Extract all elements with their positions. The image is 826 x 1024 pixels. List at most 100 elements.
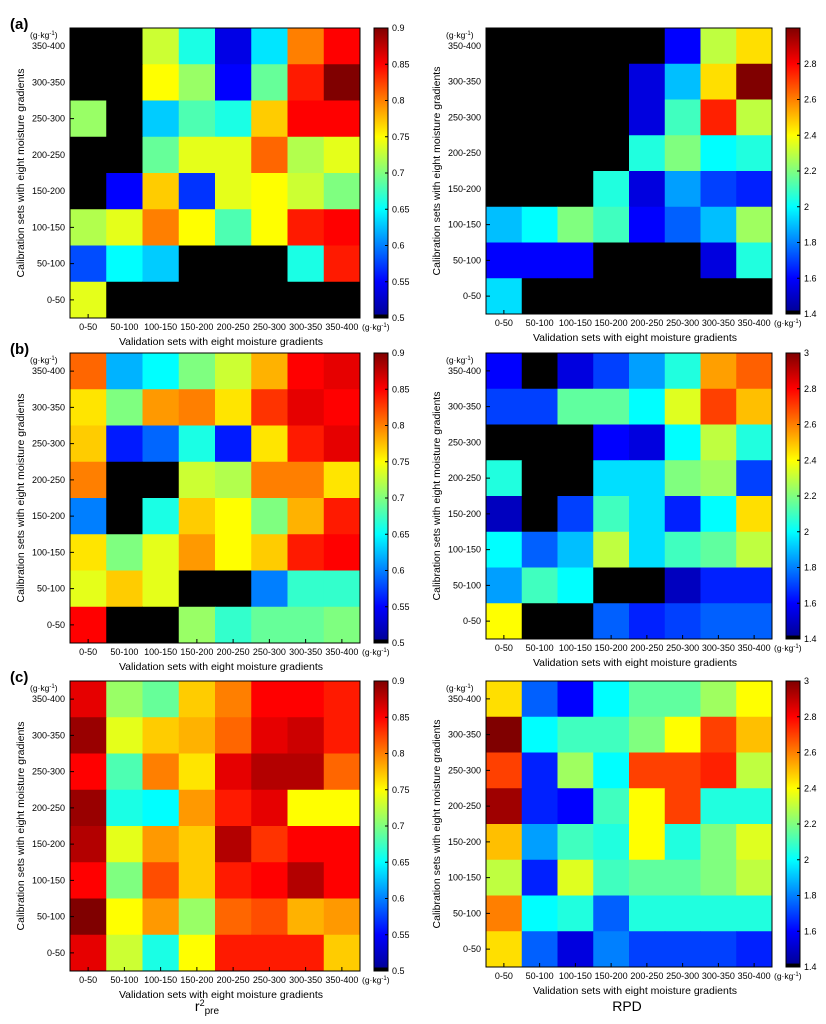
heatmap-cell [736,496,773,533]
x-tick-label: 350-400 [325,322,358,332]
heatmap-cell [557,931,594,968]
x-tick-label: 150-200 [595,318,628,328]
heatmap-cell [287,717,325,754]
heatmap-cell [142,100,180,138]
colorbar-tick-label: 0.9 [392,676,405,686]
heatmap-cell [629,681,666,718]
heatmap-cell [323,28,361,65]
heatmap-cell [700,353,737,390]
heatmap-cell [215,498,252,535]
heatmap-cell [486,424,523,461]
heatmap-cell [664,388,701,425]
heatmap-cell [736,681,773,718]
x-tick-label: 0-50 [495,643,513,653]
heatmap-cell [629,752,666,789]
heatmap-cell [106,753,143,791]
y-tick-label: 0-50 [47,295,65,305]
heatmap-cell [106,826,143,863]
x-unit-label: (g·kg-1) [774,643,802,653]
heatmap-cell [521,895,558,932]
heatmap-cell [736,567,773,604]
heatmap-cell [106,498,143,535]
heatmap-cell [486,567,523,604]
heatmap-cell [106,100,143,138]
heatmap-cell [521,716,558,753]
colorbar-tick-label: 2.4 [804,130,817,140]
colorbar-tick-label: 0.65 [392,204,410,214]
heatmap-cell [521,28,558,65]
heatmap-cell [664,531,701,568]
heatmap-cell [593,824,630,861]
heatmap-cell [251,209,288,246]
heatmap-cell [521,859,558,896]
heatmap-cell [215,353,252,390]
heatmap-cell [323,789,361,827]
y-tick-label: 100-150 [448,545,481,555]
heatmap-cell [700,716,737,753]
heatmap-cell [629,716,666,753]
colorbar-tick-label: 3 [804,348,809,358]
colorbar-masked-swatch [374,639,388,643]
heatmap-cell [142,353,180,390]
y-tick-label: 350-400 [448,41,481,51]
y-tick-label: 200-250 [448,148,481,158]
heatmap-cell [251,862,288,899]
heatmap-cell [178,789,216,827]
heatmap-cell [215,389,252,426]
heatmap-cell [629,135,666,172]
heatmap-cell [106,281,143,319]
heatmap-cell [736,788,773,825]
x-tick-label: 250-300 [666,971,699,981]
colorbar-tick-label: 0.75 [392,785,410,795]
heatmap-cell [70,862,107,899]
colorbar-masked-swatch [374,314,388,318]
heatmap-cell [70,209,107,246]
bottom-label-r2pre: r2pre [195,998,220,1017]
heatmap-cell [629,171,666,208]
heatmap-cell [700,63,737,100]
heatmap-cell [323,898,361,936]
colorbar-tick-label: 2.4 [804,783,817,793]
colorbar-tick-label: 2.6 [804,420,817,430]
heatmap-cell [287,934,325,972]
heatmap-cell [629,603,666,640]
heatmap-cell [700,135,737,172]
y-axis-label: Calibration sets with eight moisture gra… [431,392,443,601]
heatmap-cell [142,209,180,246]
x-axis-label: Validation sets with eight moisture grad… [119,989,323,1001]
heatmap-cell [736,135,773,172]
x-tick-label: 100-150 [144,975,177,985]
heatmap-cell [70,389,107,426]
heatmap-cell [486,135,523,172]
heatmap-cell [700,388,737,425]
y-tick-label: 250-300 [448,765,481,775]
heatmap-cell [629,895,666,932]
heatmap-cell [178,461,216,499]
heatmap-cell [323,353,361,390]
heatmap-cell [70,717,107,754]
heatmap-cell [593,567,630,604]
heatmap-cell [664,788,701,825]
y-tick-label: 200-250 [448,801,481,811]
colorbar-tick-label: 1.4 [804,309,817,319]
heatmap-cell [521,788,558,825]
heatmap-cell [557,567,594,604]
heatmap-cell [664,353,701,390]
heatmap-cell [323,209,361,246]
x-tick-label: 250-300 [666,318,699,328]
heatmap-cell [106,209,143,246]
heatmap-cell [664,63,701,100]
y-tick-label: 300-350 [448,402,481,412]
heatmap-cell [70,826,107,863]
heatmap-cell [486,353,523,390]
heatmap-cell [251,717,288,754]
heatmap-cell [557,788,594,825]
heatmap-cell [486,895,523,932]
heatmap-cell [593,460,630,497]
heatmap-cell [142,28,180,65]
heatmap-cell [178,389,216,426]
heatmap-cell [557,278,594,315]
x-tick-label: 100-150 [144,647,177,657]
heatmap-cell [629,496,666,533]
heatmap-cell [106,789,143,827]
